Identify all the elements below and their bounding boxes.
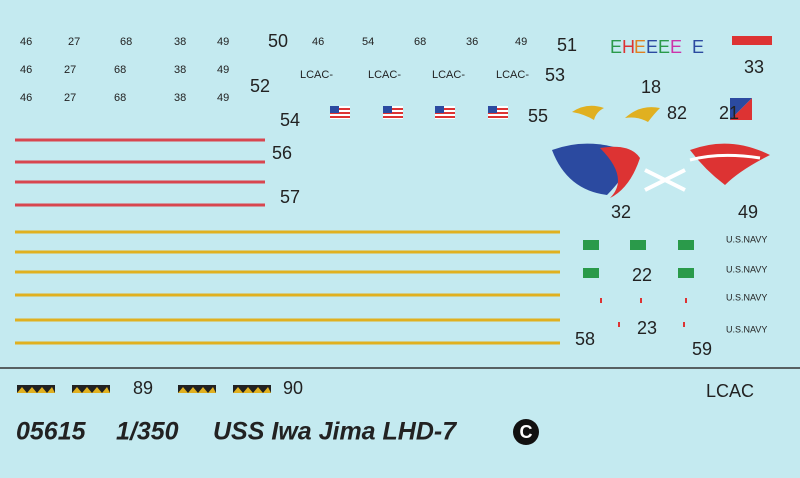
small-number: 54 xyxy=(362,36,374,48)
crest-letter: E xyxy=(646,37,658,57)
callout-number: 58 xyxy=(575,329,595,349)
crest-letter: E xyxy=(670,37,682,57)
callout-number: 22 xyxy=(632,265,652,285)
callout-number: 33 xyxy=(744,57,764,77)
crest-letter: E xyxy=(634,37,646,57)
callout-number: 57 xyxy=(280,187,300,207)
crest-letter: H xyxy=(622,37,635,57)
small-number: 38 xyxy=(174,64,186,76)
crest-letter: E xyxy=(658,37,670,57)
callout-number: 90 xyxy=(283,378,303,398)
yellow-stripes xyxy=(15,230,560,345)
gold-wings xyxy=(572,105,660,122)
copyright-mark: C xyxy=(520,422,533,442)
small-number: 68 xyxy=(120,36,132,48)
callout-number: 32 xyxy=(611,202,631,222)
flags xyxy=(330,106,508,119)
navy-label: U.S.NAVY xyxy=(726,292,767,302)
callout-number: 53 xyxy=(545,65,565,85)
small-number: 46 xyxy=(20,92,32,104)
green-signs xyxy=(583,240,694,278)
small-number: 68 xyxy=(114,64,126,76)
callout-number: 18 xyxy=(641,77,661,97)
lcac-label: LCAC- xyxy=(368,69,401,81)
red-stripes xyxy=(15,138,265,207)
corner-flag xyxy=(730,98,752,120)
navy-label: U.S.NAVY xyxy=(726,324,767,334)
small-number: 68 xyxy=(114,92,126,104)
small-marks xyxy=(600,298,687,327)
callout-number: 50 xyxy=(268,31,288,51)
eagle-crest xyxy=(552,143,770,198)
navy-label: U.S.NAVY xyxy=(726,264,767,274)
small-number: 49 xyxy=(217,64,229,76)
callout-number: 23 xyxy=(637,318,657,338)
small-number: 46 xyxy=(312,36,324,48)
small-number: 27 xyxy=(68,36,80,48)
small-number: 27 xyxy=(64,92,76,104)
small-number: 49 xyxy=(217,92,229,104)
small-number: 46 xyxy=(20,64,32,76)
lcac-label: LCAC- xyxy=(496,69,529,81)
callout-number: 21 xyxy=(719,103,739,123)
small-number: 27 xyxy=(64,64,76,76)
callout-number: 82 xyxy=(667,103,687,123)
small-number: 36 xyxy=(466,36,478,48)
catalog-number: 05615 xyxy=(16,418,87,446)
callout-number: 89 xyxy=(133,378,153,398)
small-number: 38 xyxy=(174,36,186,48)
callout-number: 51 xyxy=(557,35,577,55)
scale: 1/350 xyxy=(116,418,179,446)
copyright-circle xyxy=(513,419,539,445)
callout-number: 54 xyxy=(280,110,300,130)
small-number: 49 xyxy=(515,36,527,48)
callout-number: 55 xyxy=(528,106,548,126)
callout-number: 59 xyxy=(692,339,712,359)
teeth-strips xyxy=(17,385,271,393)
small-number: 68 xyxy=(414,36,426,48)
model-name: USS Iwa Jima LHD-7 xyxy=(213,418,457,446)
small-number: 46 xyxy=(20,36,32,48)
callout-number: 56 xyxy=(272,143,292,163)
crest-letter: E xyxy=(692,37,704,57)
lcac-label: LCAC- xyxy=(300,69,333,81)
red-tag xyxy=(732,36,772,45)
small-number: 38 xyxy=(174,92,186,104)
callout-number: 49 xyxy=(738,202,758,222)
lcac-label: LCAC- xyxy=(432,69,465,81)
crest-letter: E xyxy=(610,37,622,57)
small-number: 49 xyxy=(217,36,229,48)
navy-label: U.S.NAVY xyxy=(726,234,767,244)
lcac-title: LCAC xyxy=(706,381,754,401)
callout-number: 52 xyxy=(250,76,270,96)
